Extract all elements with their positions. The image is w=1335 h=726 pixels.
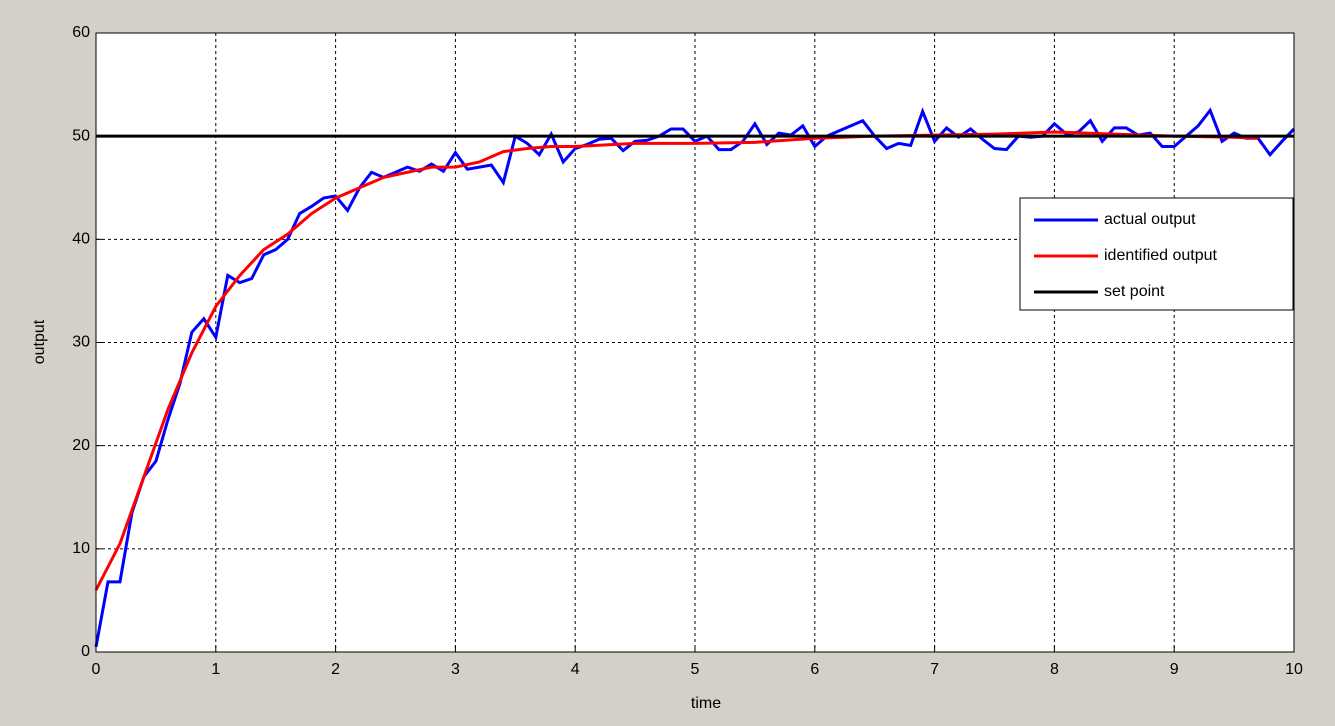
x-tick-label: 5: [691, 661, 700, 678]
series-line: [94, 130, 1259, 591]
legend-label: actual output: [1104, 211, 1196, 228]
x-tick-label: 10: [1285, 661, 1303, 678]
y-tick-label: 50: [72, 127, 90, 144]
x-tick-label: 9: [1170, 661, 1179, 678]
x-tick-label: 0: [92, 661, 101, 678]
legend-label: set point: [1104, 283, 1165, 300]
x-tick-label: 1: [211, 661, 220, 678]
x-tick-label: 4: [571, 661, 580, 678]
x-tick-label: 3: [451, 661, 460, 678]
series-line: [94, 107, 1296, 648]
y-tick-label: 0: [81, 643, 90, 660]
y-tick-label: 30: [72, 334, 90, 351]
y-tick-label: 60: [72, 24, 90, 41]
x-tick-label: 6: [810, 661, 819, 678]
x-tick-label: 7: [930, 661, 939, 678]
y-tick-label: 20: [72, 437, 90, 454]
legend-label: identified output: [1104, 247, 1218, 264]
x-tick-label: 8: [1050, 661, 1059, 678]
x-tick-label: 2: [331, 661, 340, 678]
y-tick-label: 40: [72, 231, 90, 248]
x-axis-label: time: [691, 695, 721, 712]
plot-frame: [95, 32, 1295, 653]
y-axis-label: output: [31, 319, 48, 364]
y-tick-label: 10: [72, 540, 90, 557]
